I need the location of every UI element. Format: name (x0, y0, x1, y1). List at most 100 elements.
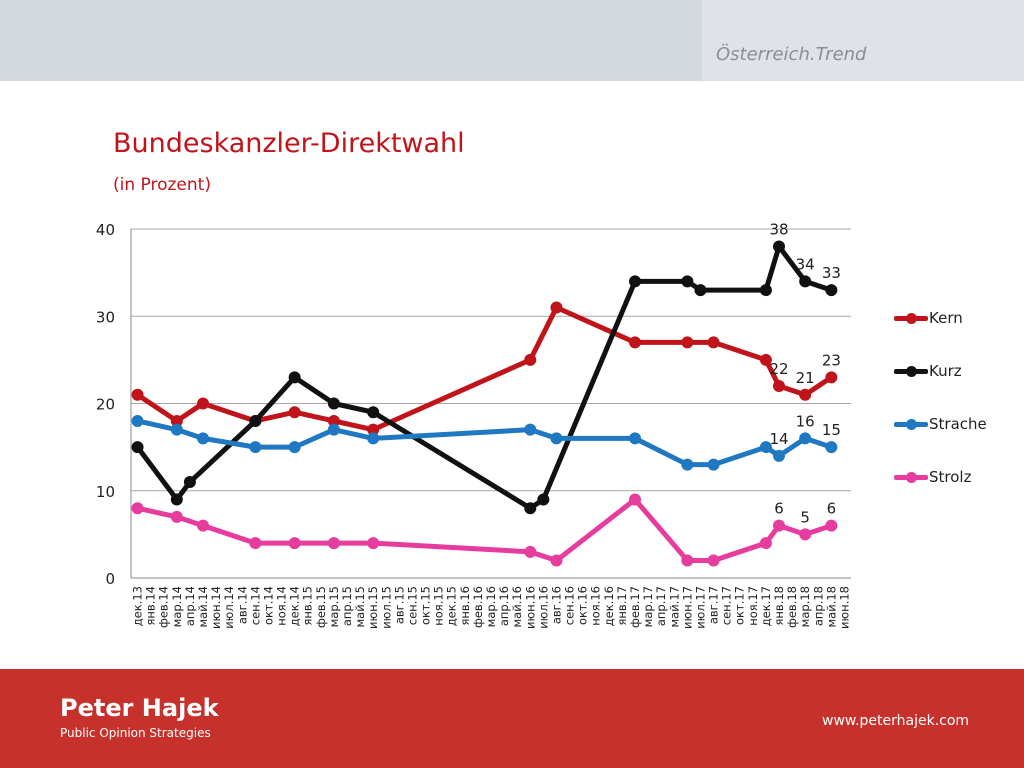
legend-marker (906, 419, 917, 430)
x-tick-label: дек.15 (445, 586, 459, 626)
header-brand: Österreich.Trend (716, 44, 867, 65)
legend-label: Strache (929, 415, 987, 433)
data-label-kern: 22 (769, 360, 788, 378)
x-tick-label: июл.15 (379, 586, 393, 629)
x-tick-label: июн.18 (837, 586, 851, 629)
data-point-strache (773, 449, 785, 462)
x-tick-label: авг.14 (235, 586, 249, 624)
data-label-strache: 14 (769, 430, 788, 448)
footer-bar (0, 669, 1024, 768)
data-point-kurz (170, 493, 183, 506)
data-point-strache (825, 441, 838, 454)
x-tick-label: май.16 (510, 586, 524, 628)
y-tick-label: 10 (96, 483, 115, 501)
data-point-kurz (288, 371, 301, 384)
x-tick-label: июн.14 (209, 586, 223, 629)
data-point-kern (524, 353, 537, 366)
data-point-kern (773, 380, 785, 393)
x-tick-label: фев.16 (471, 586, 485, 628)
data-point-kern (799, 388, 812, 401)
data-label-strolz: 6 (827, 500, 837, 518)
legend-marker (906, 472, 917, 483)
x-tick-label: апр.17 (654, 586, 668, 626)
x-tick-label: мар.16 (484, 586, 498, 627)
data-point-kurz (681, 275, 694, 288)
x-tick-label: июн.15 (366, 586, 380, 629)
data-point-kurz (183, 476, 196, 489)
x-tick-label: апр.15 (340, 586, 354, 626)
data-point-strache (550, 432, 563, 445)
data-point-kurz (629, 275, 641, 288)
x-tick-label: сен.17 (720, 586, 734, 625)
data-point-strolz (327, 537, 340, 550)
chart-title: Bundeskanzler-Direktwahl (113, 128, 465, 159)
x-tick-label: июл.17 (693, 586, 707, 629)
legend-item-strache: Strache (894, 414, 1014, 434)
x-tick-label: фев.17 (628, 586, 642, 628)
data-point-strolz (288, 537, 301, 550)
x-tick-label: авг.16 (549, 586, 563, 624)
x-tick-label: май.17 (667, 586, 681, 628)
data-point-strache (681, 458, 694, 471)
footer-company: Peter Hajek (60, 694, 219, 722)
x-tick-label: фев.18 (785, 586, 799, 628)
data-label-strolz: 6 (774, 500, 784, 518)
data-point-strolz (131, 502, 144, 515)
x-tick-label: дек.14 (288, 586, 302, 626)
legend-item-kurz: Kurz (894, 361, 1014, 381)
data-point-strolz (773, 519, 785, 532)
data-point-strolz (825, 519, 838, 532)
legend-item-strolz: Strolz (894, 467, 1014, 487)
series-line-strolz (135, 496, 834, 564)
x-tick-label: сен.15 (405, 586, 419, 625)
x-tick-label: ноя.16 (589, 586, 603, 626)
data-point-strache (327, 423, 340, 436)
x-tick-label: ноя.15 (432, 586, 446, 626)
data-point-strolz (524, 545, 537, 558)
data-point-strolz (170, 510, 183, 523)
header-brand-panel (702, 0, 1024, 81)
x-tick-label: дек.13 (131, 586, 145, 626)
data-label-kurz: 33 (822, 264, 841, 282)
y-tick-label: 40 (96, 221, 115, 239)
data-point-kern (288, 406, 301, 419)
data-point-kurz (131, 441, 144, 454)
data-point-strolz (629, 493, 641, 506)
legend-marker (906, 366, 917, 377)
data-label-strache: 15 (822, 421, 841, 439)
data-point-strache (759, 441, 772, 454)
x-tick-label: июл.14 (222, 586, 236, 629)
data-point-strolz (550, 554, 563, 567)
series-line-strache (135, 418, 834, 468)
x-tick-label: мар.17 (641, 586, 655, 627)
x-tick-label: ноя.17 (746, 586, 760, 626)
data-point-strache (629, 432, 641, 445)
data-label-kern: 23 (822, 351, 841, 369)
x-tick-label: апр.16 (497, 586, 511, 626)
x-tick-label: окт.17 (733, 586, 747, 625)
x-tick-label: дек.17 (759, 586, 773, 626)
footer-url[interactable]: www.peterhajek.com (822, 713, 970, 729)
chart-subtitle: (in Prozent) (113, 175, 211, 195)
data-point-kurz (249, 414, 262, 427)
data-point-strolz (681, 554, 694, 567)
y-tick-label: 0 (105, 570, 115, 588)
data-point-kurz (524, 502, 537, 515)
data-label-kurz: 38 (769, 220, 788, 238)
data-point-kern (197, 397, 209, 410)
data-point-kurz (694, 284, 707, 297)
data-point-strolz (707, 554, 720, 567)
x-tick-label: янв.18 (772, 586, 786, 626)
data-point-kern (550, 301, 563, 314)
series-line-kurz (135, 243, 834, 511)
data-label-kern: 21 (796, 369, 815, 387)
x-tick-label: май.15 (353, 586, 367, 628)
data-point-strache (367, 432, 380, 445)
x-tick-label: мар.15 (327, 586, 341, 627)
x-tick-label: мар.14 (170, 586, 184, 627)
data-point-kurz (537, 493, 550, 506)
x-tick-label: июл.16 (536, 586, 550, 629)
x-tick-label: янв.15 (301, 586, 315, 626)
data-point-kurz (327, 397, 340, 410)
data-point-kern (825, 371, 838, 384)
